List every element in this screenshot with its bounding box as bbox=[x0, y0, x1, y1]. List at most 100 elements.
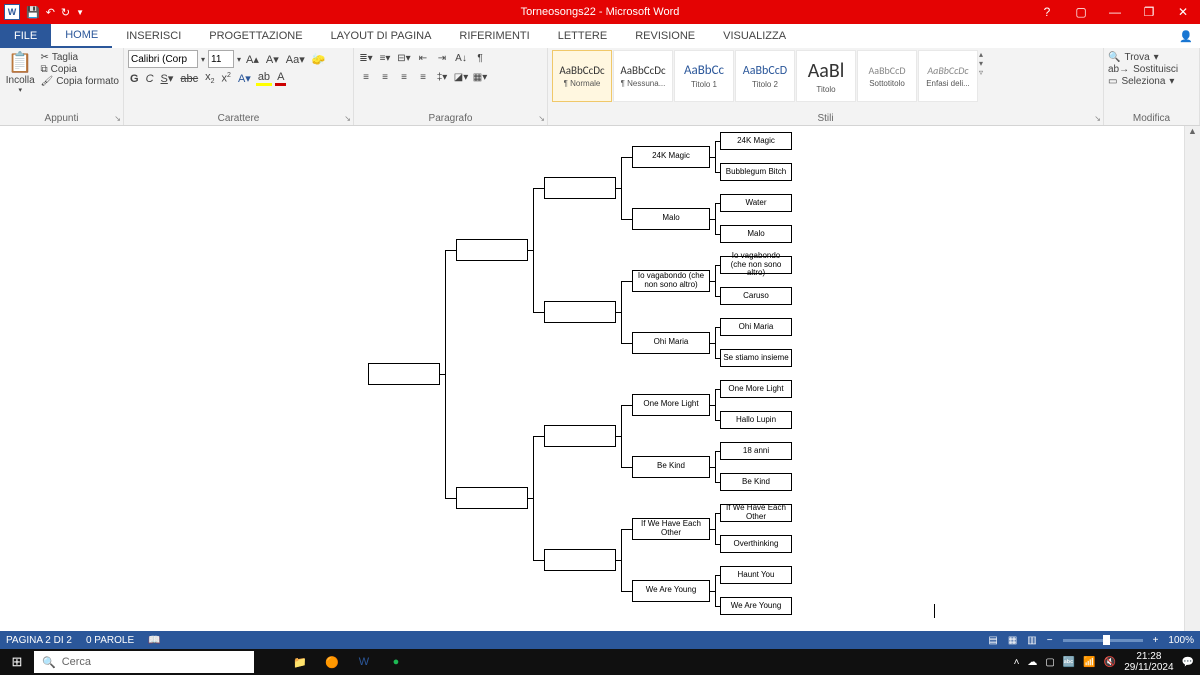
proofing-icon[interactable]: 📖 bbox=[148, 635, 160, 646]
tray-wifi-icon[interactable]: 📶 bbox=[1083, 657, 1095, 668]
dialog-launcher-icon[interactable]: ↘ bbox=[344, 114, 351, 123]
align-left-button[interactable]: ≡ bbox=[358, 69, 374, 85]
tray-chevron-icon[interactable]: ˄ bbox=[1014, 657, 1020, 668]
dialog-launcher-icon[interactable]: ↘ bbox=[114, 114, 121, 123]
save-icon[interactable]: 💾 bbox=[26, 6, 40, 19]
style-normale[interactable]: AaBbCcDc¶ Normale bbox=[552, 50, 612, 102]
font-size-input[interactable] bbox=[208, 50, 234, 68]
style-sottotitolo[interactable]: AaBbCcDSottotitolo bbox=[857, 50, 917, 102]
style-titolo1[interactable]: AaBbCcTitolo 1 bbox=[674, 50, 734, 102]
shading-button[interactable]: ◪▾ bbox=[453, 69, 469, 85]
showmarks-button[interactable]: ¶ bbox=[472, 50, 488, 66]
copy-button[interactable]: ⧉ Copia bbox=[40, 64, 119, 75]
bullets-button[interactable]: ≣▾ bbox=[358, 50, 374, 66]
zoom-out-button[interactable]: − bbox=[1047, 635, 1053, 646]
document-area[interactable]: 24K MagicBubblegum BitchWaterMaloIo vaga… bbox=[0, 126, 1184, 657]
task-word-icon[interactable]: W bbox=[348, 649, 380, 675]
text-effects-button[interactable]: A▾ bbox=[236, 72, 253, 85]
tab-inserisci[interactable]: INSERISCI bbox=[112, 24, 195, 48]
tray-volume-icon[interactable]: 🔇 bbox=[1104, 657, 1116, 668]
change-case-button[interactable]: Aa▾ bbox=[284, 53, 307, 66]
font-name-input[interactable] bbox=[128, 50, 198, 68]
italic-button[interactable]: C bbox=[144, 73, 156, 85]
underline-button[interactable]: S▾ bbox=[159, 72, 176, 85]
style-enfasideli[interactable]: AaBbCcDcEnfasi deli... bbox=[918, 50, 978, 102]
tab-home[interactable]: HOME bbox=[51, 24, 112, 48]
task-spotify-icon[interactable]: ● bbox=[380, 649, 412, 675]
bracket-node: We Are Young bbox=[632, 580, 710, 602]
ribbon-opts-button[interactable]: ▢ bbox=[1064, 0, 1098, 24]
vertical-scrollbar[interactable]: ▲ bbox=[1184, 126, 1200, 657]
bracket-node: Se stiamo insieme bbox=[720, 349, 792, 367]
bracket-node bbox=[368, 363, 440, 385]
tab-revisione[interactable]: REVISIONE bbox=[621, 24, 709, 48]
group-clipboard: 📋 Incolla ▾ ✂ Taglia ⧉ Copia 🖌 Copia for… bbox=[0, 48, 124, 125]
tab-visualizza[interactable]: VISUALIZZA bbox=[709, 24, 800, 48]
tab-lettere[interactable]: LETTERE bbox=[544, 24, 622, 48]
zoom-level[interactable]: 100% bbox=[1168, 635, 1194, 646]
account-icon[interactable]: 👤 bbox=[1172, 24, 1200, 48]
font-color-button[interactable]: A bbox=[275, 71, 286, 86]
zoom-in-button[interactable]: + bbox=[1153, 635, 1159, 646]
grow-font-button[interactable]: A▴ bbox=[244, 53, 261, 66]
select-button[interactable]: ▭ Seleziona ▾ bbox=[1108, 76, 1174, 87]
format-painter-button[interactable]: 🖌 Copia formato bbox=[40, 76, 119, 87]
tab-riferimenti[interactable]: RIFERIMENTI bbox=[445, 24, 543, 48]
numbering-button[interactable]: ≡▾ bbox=[377, 50, 393, 66]
ribbon: 📋 Incolla ▾ ✂ Taglia ⧉ Copia 🖌 Copia for… bbox=[0, 48, 1200, 126]
multilevel-button[interactable]: ⊟▾ bbox=[396, 50, 412, 66]
help-button[interactable]: ? bbox=[1030, 0, 1064, 24]
sort-button[interactable]: A↓ bbox=[453, 50, 469, 66]
style-titolo[interactable]: AaBlTitolo bbox=[796, 50, 856, 102]
cut-button[interactable]: ✂ Taglia bbox=[40, 52, 119, 63]
shrink-font-button[interactable]: A▾ bbox=[264, 53, 281, 66]
style-titolo2[interactable]: AaBbCcDTitolo 2 bbox=[735, 50, 795, 102]
task-explorer-icon[interactable]: 📁 bbox=[284, 649, 316, 675]
view-readmode-icon[interactable]: ▤ bbox=[988, 635, 997, 646]
taskbar-clock[interactable]: 21:28 29/11/2024 bbox=[1124, 651, 1173, 673]
word-count[interactable]: 0 PAROLE bbox=[86, 635, 134, 646]
redo-icon[interactable]: ↻ bbox=[61, 6, 70, 19]
replace-button[interactable]: ab→ Sostituisci bbox=[1108, 64, 1178, 75]
tray-meet-icon[interactable]: ▢ bbox=[1045, 657, 1054, 668]
tray-notifications-icon[interactable]: 💬 bbox=[1182, 657, 1194, 668]
align-center-button[interactable]: ≡ bbox=[377, 69, 393, 85]
indent-button[interactable]: ⇥ bbox=[434, 50, 450, 66]
borders-button[interactable]: ▦▾ bbox=[472, 69, 488, 85]
system-tray: ˄ ☁ ▢ 🔤 📶 🔇 21:28 29/11/2024 💬 bbox=[1014, 651, 1200, 673]
linespacing-button[interactable]: ‡▾ bbox=[434, 69, 450, 85]
minimize-button[interactable]: — bbox=[1098, 0, 1132, 24]
scroll-up-icon[interactable]: ▲ bbox=[1185, 126, 1200, 140]
paste-button[interactable]: 📋 Incolla ▾ bbox=[4, 50, 36, 94]
task-chrome-icon[interactable]: 🟠 bbox=[316, 649, 348, 675]
tab-progettazione[interactable]: PROGETTAZIONE bbox=[195, 24, 316, 48]
tab-layout di pagina[interactable]: LAYOUT DI PAGINA bbox=[317, 24, 446, 48]
close-button[interactable]: ✕ bbox=[1166, 0, 1200, 24]
style-nessuna[interactable]: AaBbCcDc¶ Nessuna... bbox=[613, 50, 673, 102]
start-button[interactable]: ⊞ bbox=[0, 649, 34, 675]
view-print-icon[interactable]: ▦ bbox=[1008, 635, 1017, 646]
styles-more-button[interactable]: ▴▾▿ bbox=[979, 50, 993, 77]
dialog-launcher-icon[interactable]: ↘ bbox=[1094, 114, 1101, 123]
clear-format-button[interactable]: 🧽 bbox=[310, 53, 328, 66]
superscript-button[interactable]: x2 bbox=[220, 72, 233, 85]
maximize-button[interactable]: ❐ bbox=[1132, 0, 1166, 24]
tab-file[interactable]: FILE bbox=[0, 24, 51, 48]
view-web-icon[interactable]: ▥ bbox=[1027, 635, 1036, 646]
dialog-launcher-icon[interactable]: ↘ bbox=[538, 114, 545, 123]
bold-button[interactable]: G bbox=[128, 73, 141, 85]
highlight-button[interactable]: ab bbox=[256, 71, 272, 86]
taskbar-search[interactable]: 🔍 Cerca bbox=[34, 651, 254, 673]
align-right-button[interactable]: ≡ bbox=[396, 69, 412, 85]
page-indicator[interactable]: PAGINA 2 DI 2 bbox=[6, 635, 72, 646]
zoom-slider[interactable] bbox=[1063, 639, 1143, 642]
qa-more-icon[interactable]: ▼ bbox=[76, 8, 84, 17]
tray-lang-icon[interactable]: 🔤 bbox=[1063, 657, 1075, 668]
find-button[interactable]: 🔍 Trova ▾ bbox=[1108, 52, 1159, 63]
dedent-button[interactable]: ⇤ bbox=[415, 50, 431, 66]
undo-icon[interactable]: ↶ bbox=[46, 6, 55, 19]
tray-onedrive-icon[interactable]: ☁ bbox=[1027, 657, 1037, 668]
subscript-button[interactable]: x2 bbox=[203, 71, 216, 85]
justify-button[interactable]: ≡ bbox=[415, 69, 431, 85]
strike-button[interactable]: abc bbox=[178, 73, 200, 85]
